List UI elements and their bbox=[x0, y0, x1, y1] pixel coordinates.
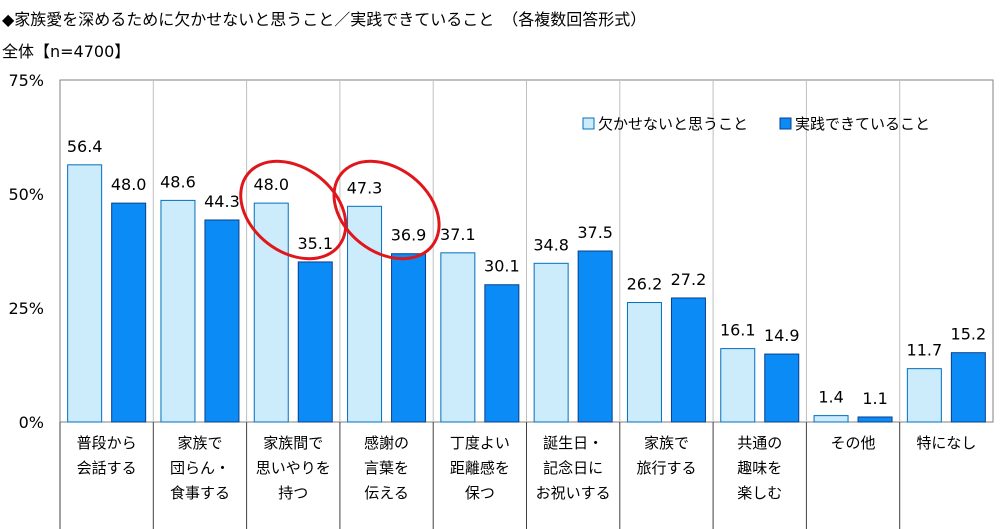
data-label: 34.8 bbox=[533, 235, 569, 254]
chart-title: ◆家族愛を深めるために欠かせないと思うこと／実践できていること （各複数回答形式… bbox=[2, 10, 647, 29]
x-tick-label: その他 bbox=[831, 434, 876, 452]
x-tick-label: 保つ bbox=[465, 484, 495, 502]
bar-essential bbox=[160, 199, 196, 423]
x-tick-label: 感謝の bbox=[364, 434, 409, 452]
highlight-ellipse bbox=[332, 159, 441, 261]
y-tick-label: 75% bbox=[8, 71, 44, 90]
bar-practiced bbox=[484, 284, 520, 423]
x-tick-label: 持つ bbox=[278, 484, 308, 502]
chart-subtitle: 全体【n=4700】 bbox=[2, 42, 131, 61]
legend-swatch-essential bbox=[582, 117, 595, 130]
bar-essential bbox=[906, 368, 942, 423]
data-label: 48.6 bbox=[160, 172, 196, 191]
data-label: 47.3 bbox=[347, 178, 383, 197]
legend-label-practiced: 実践できていること bbox=[795, 115, 930, 133]
data-label: 16.1 bbox=[720, 321, 756, 340]
bar-essential bbox=[533, 262, 569, 423]
x-tick-label: 趣味を bbox=[737, 459, 782, 477]
data-label: 37.1 bbox=[440, 225, 476, 244]
bar-essential bbox=[720, 348, 756, 423]
x-tick-label: 家族間で bbox=[263, 434, 323, 452]
data-label: 35.1 bbox=[297, 234, 333, 253]
data-label: 11.7 bbox=[907, 341, 943, 360]
bar-practiced bbox=[297, 261, 333, 423]
bar-practiced bbox=[950, 352, 986, 423]
x-tick-label: 楽しむ bbox=[737, 484, 782, 502]
x-tick-label: 家族で bbox=[177, 434, 222, 452]
data-label: 27.2 bbox=[671, 270, 707, 289]
bar-essential bbox=[440, 252, 476, 423]
legend-label-essential: 欠かせないと思うこと bbox=[598, 115, 748, 133]
bar-practiced bbox=[857, 416, 893, 423]
data-label: 26.2 bbox=[627, 275, 663, 294]
x-tick-label: 丁度よい bbox=[450, 434, 510, 452]
bar-essential bbox=[67, 164, 103, 423]
bar-practiced bbox=[670, 297, 706, 423]
y-tick-label: 25% bbox=[8, 299, 44, 318]
x-tick-label: 旅行する bbox=[636, 459, 696, 477]
data-label: 48.0 bbox=[253, 175, 289, 194]
x-tick-label: 誕生日・ bbox=[543, 434, 603, 452]
legend-swatch-practiced bbox=[779, 117, 792, 130]
x-tick-label: 団らん・ bbox=[170, 459, 230, 477]
x-tick-label: 言葉を bbox=[364, 459, 409, 477]
data-label: 36.9 bbox=[391, 226, 427, 245]
y-tick-label: 0% bbox=[19, 413, 44, 432]
data-label: 30.1 bbox=[484, 257, 520, 276]
bar-essential bbox=[813, 415, 849, 423]
x-tick-label: 特になし bbox=[916, 434, 976, 452]
bar-essential bbox=[347, 205, 383, 423]
bar-practiced bbox=[577, 250, 613, 423]
x-tick-label: 普段から bbox=[77, 434, 137, 452]
bar-practiced bbox=[204, 219, 240, 423]
x-tick-label: お祝いする bbox=[536, 484, 611, 502]
x-tick-label: 食事する bbox=[170, 484, 230, 502]
bar-practiced bbox=[111, 202, 147, 423]
data-label: 56.4 bbox=[67, 137, 103, 156]
y-tick-label: 50% bbox=[8, 185, 44, 204]
data-label: 1.4 bbox=[818, 388, 843, 407]
x-tick-label: 記念日に bbox=[543, 459, 603, 477]
data-label: 14.9 bbox=[764, 326, 800, 345]
x-tick-label: 家族で bbox=[644, 434, 689, 452]
bar-essential bbox=[626, 302, 662, 423]
data-label: 44.3 bbox=[204, 192, 240, 211]
data-label: 48.0 bbox=[111, 175, 147, 194]
data-label: 37.5 bbox=[577, 223, 613, 242]
x-tick-label: 思いやりを bbox=[256, 459, 331, 477]
x-tick-label: 会話する bbox=[77, 459, 137, 477]
x-tick-label: 距離感を bbox=[450, 459, 510, 477]
data-label: 1.1 bbox=[862, 389, 887, 408]
bar-practiced bbox=[764, 353, 800, 423]
x-tick-label: 伝える bbox=[364, 484, 409, 502]
data-label: 15.2 bbox=[951, 325, 987, 344]
bar-essential bbox=[253, 202, 289, 423]
x-tick-label: 共通の bbox=[737, 434, 782, 452]
highlight-ellipse bbox=[239, 159, 348, 261]
bar-practiced bbox=[391, 253, 427, 423]
